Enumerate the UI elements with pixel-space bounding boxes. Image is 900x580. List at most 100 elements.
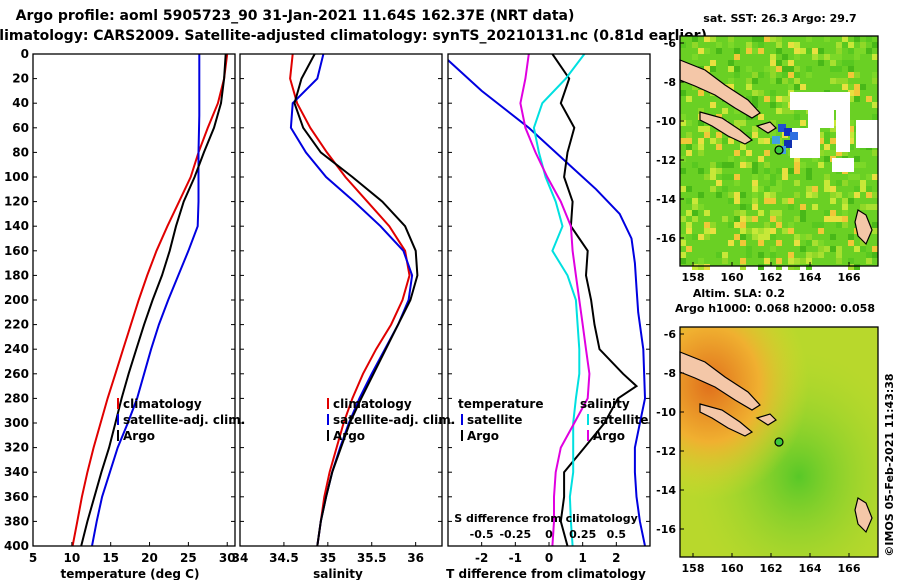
- legend-temperature-title: temperature: [458, 397, 543, 411]
- sst-cell: [752, 126, 758, 132]
- sst-cell: [830, 246, 836, 252]
- sst-cell: [716, 168, 722, 174]
- sst-cell: [806, 72, 812, 78]
- sst-cell: [704, 210, 710, 216]
- sst-cell: [740, 120, 746, 126]
- sst-cell: [758, 72, 764, 78]
- sst-cell: [752, 162, 758, 168]
- sst-cell: [698, 258, 704, 264]
- sst-cell: [848, 84, 854, 90]
- x-tick-label: 15: [102, 551, 119, 565]
- sst-cell: [872, 174, 878, 180]
- sst-cell: [788, 264, 794, 270]
- sst-cell: [740, 222, 746, 228]
- sst-cell: [752, 102, 758, 108]
- sst-cell: [692, 216, 698, 222]
- sst-cell: [776, 60, 782, 66]
- sst-cell: [692, 210, 698, 216]
- sst-cell: [854, 90, 860, 96]
- sst-cell: [818, 60, 824, 66]
- temperature-legend: climatology satellite-adj. clim. Argo: [117, 397, 245, 443]
- sst-cell: [788, 204, 794, 210]
- y-tick-label: 240: [4, 342, 29, 356]
- legend-s-argo: Argo: [593, 429, 625, 443]
- sst-cell: [800, 84, 806, 90]
- sst-cell: [854, 156, 860, 162]
- sst-cell: [734, 222, 740, 228]
- sst-cell: [794, 78, 800, 84]
- sst-cell: [716, 180, 722, 186]
- sst-cell: [764, 162, 770, 168]
- sst-cell: [824, 150, 830, 156]
- sst-missing-data: [836, 92, 850, 152]
- sst-cell: [866, 48, 872, 54]
- sst-cell: [758, 90, 764, 96]
- sst-cell: [842, 216, 848, 222]
- sst-cell: [710, 66, 716, 72]
- sst-cell: [728, 162, 734, 168]
- legend-satellite: satellite-adj. clim.: [333, 413, 455, 427]
- sst-cell: [734, 66, 740, 72]
- x-tick-label: 10: [63, 551, 80, 565]
- map-y-tick-label: -14: [656, 484, 676, 497]
- sst-cell: [854, 96, 860, 102]
- sst-cell: [692, 264, 698, 270]
- map-x-tick-label: 160: [721, 562, 744, 575]
- sst-cell: [716, 138, 722, 144]
- sst-cell: [728, 174, 734, 180]
- sst-cell: [734, 48, 740, 54]
- sst-cell: [758, 138, 764, 144]
- y-tick-label: 280: [4, 391, 29, 405]
- legend-swatch-t-argo: [461, 430, 463, 441]
- legend-t-satellite: satellite: [467, 413, 522, 427]
- y-tick-label: 60: [12, 121, 29, 135]
- sst-cell: [680, 138, 686, 144]
- sst-cell: [872, 102, 878, 108]
- x2-tick-label: 0: [545, 528, 553, 541]
- sst-cell: [836, 42, 842, 48]
- series-argo: [293, 54, 419, 546]
- sst-cell: [836, 258, 842, 264]
- island-san-cristobal: [755, 121, 777, 134]
- sst-map-frame: [679, 35, 879, 267]
- salinity-legend: climatology satellite-adj. clim. Argo: [327, 397, 455, 443]
- y-tick-label: 300: [4, 416, 29, 430]
- sst-cell: [680, 216, 686, 222]
- sst-missing-data: [808, 110, 834, 128]
- sst-cell: [806, 240, 812, 246]
- sst-cell: [686, 150, 692, 156]
- sst-map: [679, 35, 879, 270]
- sst-cell: [776, 96, 782, 102]
- sst-cell: [740, 144, 746, 150]
- sst-cell: [740, 240, 746, 246]
- sst-cell: [734, 210, 740, 216]
- sst-cell: [806, 258, 812, 264]
- sst-cell: [740, 234, 746, 240]
- sst-cell: [740, 162, 746, 168]
- sst-cell: [788, 198, 794, 204]
- sst-cell: [782, 54, 788, 60]
- map-y-tick-label: -6: [664, 37, 677, 50]
- sst-cell: [794, 84, 800, 90]
- sst-cell: [728, 78, 734, 84]
- sst-cell: [680, 42, 686, 48]
- sst-cell: [746, 48, 752, 54]
- sst-cell: [698, 168, 704, 174]
- y-tick-label: 160: [4, 244, 29, 258]
- sst-cell: [794, 264, 800, 270]
- sst-cell: [692, 42, 698, 48]
- x2-tick-label: 0.25: [569, 528, 596, 541]
- sst-cell: [848, 96, 854, 102]
- sst-cell: [704, 132, 710, 138]
- sst-cell: [830, 54, 836, 60]
- sst-cell: [872, 54, 878, 60]
- sst-cell: [728, 198, 734, 204]
- sst-cell: [812, 252, 818, 258]
- sst-cell: [818, 162, 824, 168]
- sst-cell: [830, 210, 836, 216]
- sst-cell: [806, 48, 812, 54]
- title-line-2: Climatology: CARS2009. Satellite-adjuste…: [0, 28, 707, 44]
- sst-cell: [692, 84, 698, 90]
- title-line-1: Argo profile: aoml 5905723_90 31-Jan-202…: [16, 8, 575, 24]
